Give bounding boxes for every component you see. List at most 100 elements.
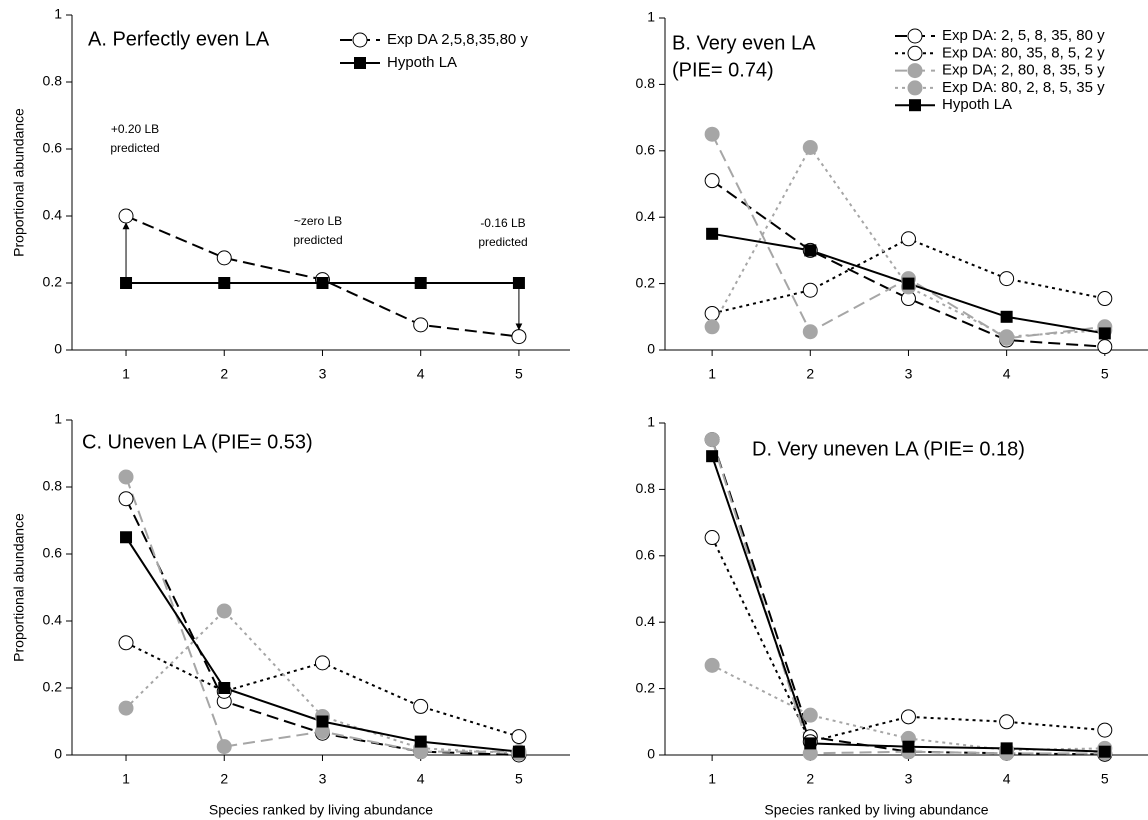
annotation: predicted bbox=[110, 141, 159, 155]
marker bbox=[900, 231, 916, 247]
y-tick-label: 0.2 bbox=[636, 274, 656, 290]
marker bbox=[118, 491, 134, 507]
marker bbox=[999, 329, 1015, 345]
marker bbox=[802, 139, 818, 155]
y-axis-label: Proportional abundance bbox=[11, 513, 27, 662]
panel: 0 0.2 0.4 0.6 0.8 1 1 2 3 4 5 Proportional abundanc… bbox=[11, 411, 570, 818]
x-tick-label: 2 bbox=[220, 771, 228, 787]
marker bbox=[414, 735, 427, 748]
marker bbox=[218, 682, 231, 694]
panel-subtitle: (PIE= 0.74) bbox=[672, 59, 774, 81]
marker bbox=[512, 745, 525, 758]
y-tick-label: 0.4 bbox=[43, 207, 63, 223]
legend-label: Exp DA: 80, 35, 8, 5, 2 y bbox=[942, 44, 1105, 61]
panel: 0 0.2 0.4 0.6 0.8 1 1 2 3 4 5 Proportional abundanc… bbox=[11, 6, 570, 382]
y-tick-label: 0.6 bbox=[636, 142, 656, 158]
marker bbox=[999, 714, 1015, 730]
x-tick-label: 2 bbox=[220, 366, 228, 382]
marker bbox=[413, 698, 429, 714]
marker bbox=[902, 740, 915, 753]
series-line bbox=[711, 439, 1105, 755]
y-tick-label: 0 bbox=[54, 746, 62, 762]
y-tick-label: 0 bbox=[54, 341, 62, 357]
marker bbox=[414, 277, 427, 289]
marker bbox=[316, 277, 329, 289]
marker bbox=[1098, 327, 1111, 340]
y-tick-label: 0.2 bbox=[43, 274, 63, 290]
marker bbox=[511, 329, 527, 345]
y-axis-label: Proportional abundance bbox=[11, 108, 27, 257]
marker bbox=[999, 271, 1015, 287]
panel-title: D. Very uneven LA (PIE= 0.18) bbox=[752, 438, 1025, 460]
panel-title: B. Very even LA bbox=[672, 32, 816, 54]
x-tick-label: 5 bbox=[1101, 771, 1109, 787]
x-tick-label: 4 bbox=[1003, 771, 1011, 787]
x-tick-label: 3 bbox=[319, 771, 327, 787]
marker bbox=[802, 324, 818, 340]
marker bbox=[316, 715, 329, 728]
legend-label: Exp DA; 2, 80, 8, 35, 5 y bbox=[942, 62, 1105, 79]
legend-label: Hypoth LA bbox=[387, 54, 457, 71]
marker bbox=[1097, 291, 1113, 307]
marker bbox=[118, 635, 134, 651]
y-tick-label: 0.6 bbox=[636, 547, 656, 563]
x-tick-label: 5 bbox=[515, 366, 523, 382]
marker bbox=[802, 282, 818, 298]
marker bbox=[704, 657, 720, 673]
marker bbox=[218, 277, 231, 289]
y-tick-label: 1 bbox=[647, 9, 655, 25]
y-tick-label: 0.2 bbox=[43, 679, 63, 695]
series-line bbox=[711, 179, 1105, 348]
marker bbox=[120, 531, 133, 544]
annotation: +0.20 LB bbox=[111, 122, 159, 136]
y-tick-label: 1 bbox=[54, 6, 62, 22]
y-tick-label: 1 bbox=[54, 411, 62, 427]
marker bbox=[704, 305, 720, 321]
x-tick-label: 3 bbox=[905, 366, 913, 382]
y-tick-label: 0.8 bbox=[43, 478, 63, 494]
x-tick-label: 1 bbox=[708, 771, 716, 787]
marker bbox=[704, 319, 720, 335]
marker bbox=[902, 277, 915, 290]
legend-marker bbox=[354, 57, 366, 69]
marker bbox=[706, 227, 719, 240]
marker bbox=[704, 530, 720, 546]
marker bbox=[216, 603, 232, 619]
marker bbox=[216, 739, 232, 755]
marker bbox=[706, 450, 719, 463]
panel-title: A. Perfectly even LA bbox=[88, 28, 270, 50]
x-axis-label: Species ranked by living abundance bbox=[764, 802, 988, 818]
y-tick-label: 0.2 bbox=[636, 679, 656, 695]
marker bbox=[1097, 339, 1113, 355]
legend-marker bbox=[907, 45, 923, 61]
x-axis-label: Species ranked by living abundance bbox=[209, 802, 433, 818]
marker bbox=[314, 655, 330, 671]
marker bbox=[1000, 310, 1013, 323]
annotation: predicted bbox=[293, 233, 342, 247]
marker bbox=[804, 244, 817, 257]
x-tick-label: 5 bbox=[1101, 366, 1109, 382]
marker bbox=[216, 250, 232, 266]
marker bbox=[704, 432, 720, 448]
y-tick-label: 0.6 bbox=[43, 140, 63, 156]
marker bbox=[512, 277, 525, 289]
legend-marker bbox=[907, 80, 923, 96]
x-tick-label: 2 bbox=[806, 771, 814, 787]
marker bbox=[704, 173, 720, 189]
panel: 0 0.2 0.4 0.6 0.8 1 1 2 3 4 5 B. Very even LA (PIE= … bbox=[636, 9, 1148, 382]
annotation: -0.16 LB bbox=[480, 216, 525, 230]
marker bbox=[118, 208, 134, 224]
y-tick-label: 0 bbox=[647, 746, 655, 762]
marker bbox=[900, 709, 916, 725]
y-tick-label: 0.4 bbox=[636, 208, 656, 224]
y-tick-label: 0.8 bbox=[636, 75, 656, 91]
y-tick-label: 0.4 bbox=[636, 613, 656, 629]
annotation: ~zero LB bbox=[294, 214, 342, 228]
panel-title: C. Uneven LA (PIE= 0.53) bbox=[82, 431, 313, 453]
y-tick-label: 0.6 bbox=[43, 545, 63, 561]
legend-marker bbox=[907, 28, 923, 44]
marker bbox=[118, 469, 134, 485]
legend-label: Hypoth LA bbox=[942, 96, 1012, 113]
marker bbox=[413, 317, 429, 333]
marker bbox=[802, 707, 818, 723]
